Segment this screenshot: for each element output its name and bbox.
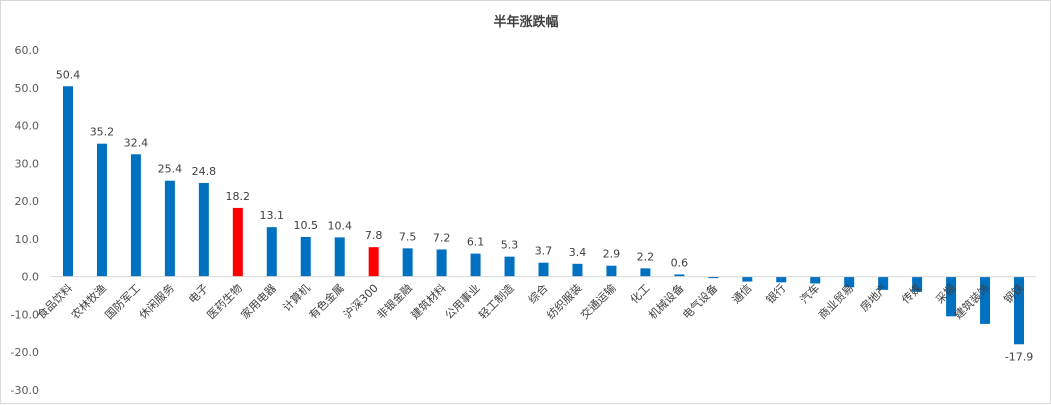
category-label: 建筑材料 <box>408 281 449 322</box>
bar <box>130 154 141 277</box>
bar <box>640 268 651 277</box>
bar <box>708 276 719 279</box>
data-label: 18.2 <box>226 190 251 203</box>
y-tick-label: 50.0 <box>15 82 40 95</box>
bar <box>538 262 549 277</box>
y-tick-label: 0.0 <box>22 271 40 284</box>
data-labels: 50.4 35.2 32.4 25.4 24.8 18.2 13.1 10.5 10.4 7.8 7… <box>56 68 1034 363</box>
bar <box>266 227 277 277</box>
category-label: 有色金属 <box>306 281 347 322</box>
category-label: 纺织服装 <box>544 281 585 322</box>
bar <box>844 276 855 288</box>
category-label: 公用事业 <box>442 282 482 322</box>
data-label: 7.2 <box>433 231 451 244</box>
data-label: -17.9 <box>1005 350 1033 363</box>
y-tick-label: 20.0 <box>15 195 40 208</box>
data-label: 5.3 <box>501 239 519 252</box>
data-label: 50.4 <box>56 68 81 81</box>
y-axis: 60.0 50.0 40.0 30.0 20.0 10.0 0.0 -10.0 -20.0 -30… <box>11 44 39 397</box>
bar <box>334 237 345 277</box>
bar <box>776 276 787 283</box>
bar <box>572 263 583 277</box>
category-label: 汽车 <box>797 281 822 306</box>
data-label: 32.4 <box>124 136 149 149</box>
category-label: 综合 <box>525 281 550 306</box>
bars <box>62 86 1025 345</box>
category-label: 商业贸易 <box>815 281 856 322</box>
bar <box>606 265 617 277</box>
category-label: 银行 <box>763 281 788 306</box>
y-tick-label: 40.0 <box>15 120 40 133</box>
category-label: 房地产 <box>857 281 890 314</box>
data-label: 6.1 <box>467 236 485 249</box>
y-tick-label: -30.0 <box>11 384 39 397</box>
bar <box>1014 276 1025 345</box>
y-tick-label: 30.0 <box>15 157 40 170</box>
category-label: 轻工制造 <box>476 281 517 322</box>
data-label: 10.5 <box>293 219 318 232</box>
chart-title: 半年涨跌幅 <box>493 14 558 30</box>
category-label: 农林牧渔 <box>68 281 109 322</box>
bar <box>402 248 413 277</box>
data-label: 3.7 <box>535 245 553 258</box>
category-label: 沪深300 <box>340 281 380 321</box>
data-label: 2.2 <box>637 250 655 263</box>
bar <box>878 276 889 290</box>
y-tick-label: 60.0 <box>15 44 40 57</box>
bar <box>96 143 107 277</box>
bar <box>368 247 379 277</box>
y-tick-label: -10.0 <box>11 308 39 321</box>
category-label: 通信 <box>730 282 755 307</box>
data-label: 3.4 <box>569 246 587 259</box>
category-label: 电子 <box>186 282 211 307</box>
data-label: 35.2 <box>90 126 115 139</box>
bar <box>742 276 753 282</box>
category-label: 机械设备 <box>645 281 686 322</box>
category-label: 家用电器 <box>238 281 279 322</box>
category-label: 国防军工 <box>102 281 143 322</box>
data-label: 25.4 <box>158 163 183 176</box>
bar <box>300 237 311 277</box>
data-label: 2.9 <box>603 248 621 261</box>
data-label: 7.8 <box>365 229 383 242</box>
data-label: 7.5 <box>399 230 417 243</box>
category-label: 化工 <box>627 281 652 306</box>
data-label: 13.1 <box>260 209 285 222</box>
bar <box>232 207 243 277</box>
category-label: 医药生物 <box>204 281 245 322</box>
bar <box>62 86 73 277</box>
bar <box>810 276 821 284</box>
data-label: 24.8 <box>192 165 217 178</box>
category-label: 食品饮料 <box>34 281 75 322</box>
category-label: 电气设备 <box>679 281 720 322</box>
bar <box>470 253 481 277</box>
data-label: 0.6 <box>671 256 689 269</box>
category-label: 非银金融 <box>374 281 415 322</box>
y-tick-label: 10.0 <box>15 233 40 246</box>
y-tick-label: -20.0 <box>11 346 39 359</box>
data-label: 10.4 <box>327 219 352 232</box>
bar <box>912 276 923 292</box>
bar <box>674 274 685 277</box>
bar <box>436 249 447 277</box>
bar <box>198 182 209 277</box>
category-label: 计算机 <box>280 281 313 314</box>
bar <box>504 256 515 277</box>
category-label: 休闲服务 <box>136 281 177 322</box>
bar <box>164 180 175 277</box>
category-label: 交通运输 <box>578 281 619 322</box>
bar <box>946 276 957 317</box>
bar <box>980 276 991 324</box>
